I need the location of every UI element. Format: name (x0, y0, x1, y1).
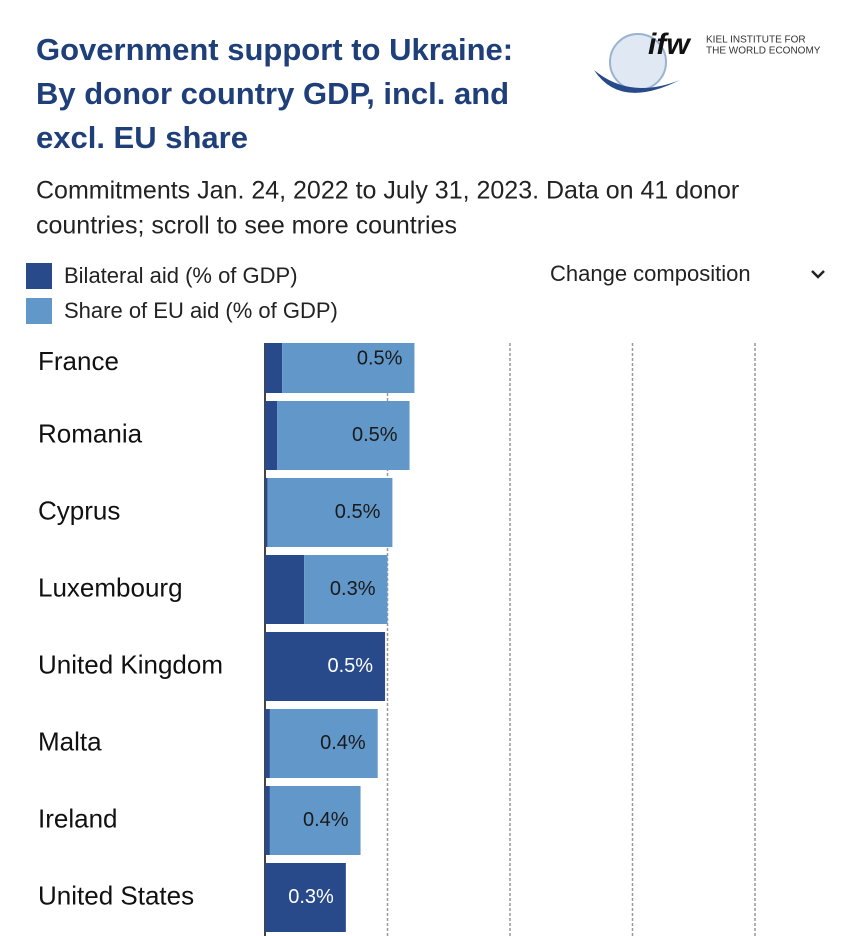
legend-swatch (26, 298, 52, 324)
bar-segment (265, 401, 278, 470)
bar-segment (265, 786, 270, 855)
value-label: 0.5% (357, 347, 403, 369)
logo-swoosh (594, 70, 680, 93)
category-label: Malta (38, 726, 102, 756)
bar-segment (304, 555, 388, 624)
category-label: Ireland (38, 803, 118, 833)
logo-text: KIEL INSTITUTE FOR (706, 35, 806, 46)
category-label: United States (38, 880, 194, 910)
logo-mark: ifw (648, 28, 691, 61)
subtitle: countries; scroll to see more countries (36, 212, 457, 240)
bar-segment (265, 863, 346, 932)
legend-label: Share of EU aid (% of GDP) (64, 298, 338, 323)
value-label: 0.5% (352, 424, 398, 446)
chart-title: Government support to Ukraine: (36, 32, 513, 67)
button-label[interactable]: Change composition (550, 261, 751, 286)
chevron[interactable] (811, 270, 825, 279)
bar-segment (265, 709, 270, 778)
bars (265, 343, 415, 932)
bar-segment (269, 709, 378, 778)
value-label: 0.5% (335, 501, 381, 523)
legend-label: Bilateral aid (% of GDP) (64, 263, 298, 288)
legend-swatch (26, 263, 52, 289)
bar-segment (282, 343, 415, 393)
value-label: 0.4% (303, 809, 349, 831)
category-label: Cyprus (38, 495, 120, 525)
category-label: France (38, 346, 119, 376)
value-label: 0.4% (320, 732, 366, 754)
composition-button[interactable]: Change composition (550, 261, 825, 286)
value-label: 0.3% (330, 578, 376, 600)
bar-segment (267, 478, 393, 547)
chart-title: excl. EU share (36, 120, 248, 155)
bar-segment (265, 478, 268, 547)
bar-segment (265, 555, 305, 624)
chart-title: By donor country GDP, incl. and (36, 76, 509, 111)
value-label: 0.5% (327, 655, 373, 677)
category-label: Romania (38, 418, 143, 448)
logo: ifw KIEL INSTITUTE FOR THE WORLD ECONOMY (594, 28, 821, 93)
value-label: 0.3% (288, 886, 334, 908)
bar-segment (269, 786, 361, 855)
logo-text: THE WORLD ECONOMY (706, 46, 821, 57)
subtitle: Commitments Jan. 24, 2022 to July 31, 20… (36, 177, 739, 205)
category-label: United Kingdom (38, 649, 223, 679)
bar-segment (277, 401, 410, 470)
bar-segment (265, 632, 386, 701)
category-label: Luxembourg (38, 572, 183, 602)
bar-segment (265, 343, 283, 393)
